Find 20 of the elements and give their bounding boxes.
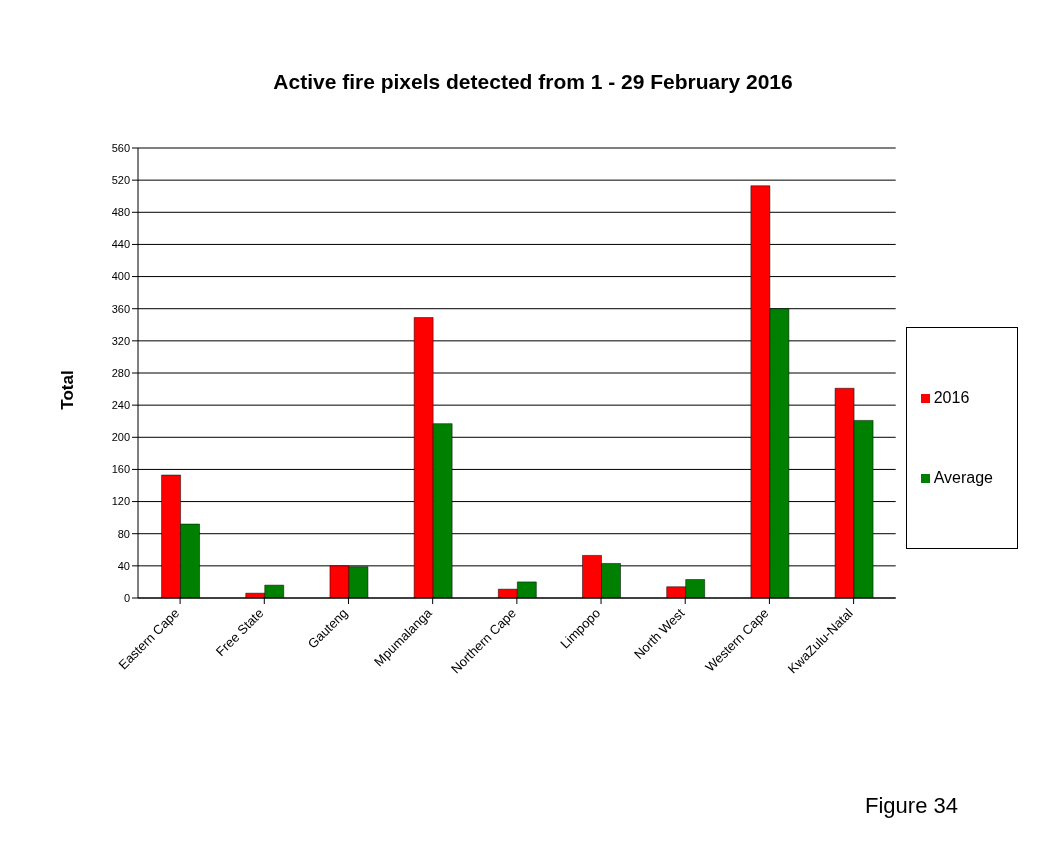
- y-tick-label: 40: [117, 559, 130, 572]
- y-tick-label: 200: [111, 431, 130, 444]
- chart-title: Active fire pixels detected from 1 - 29 February 2016: [272, 70, 794, 94]
- y-tick-label: 120: [111, 495, 130, 508]
- legend-label: 2016: [933, 389, 970, 406]
- y-tick-label: 520: [111, 174, 130, 187]
- caption: Figure 34: [865, 793, 958, 819]
- y-tick-label: 480: [111, 206, 130, 219]
- y-tick-label: 560: [111, 141, 130, 154]
- y-tick-label: 160: [111, 463, 130, 476]
- y-tick-label: 440: [111, 238, 130, 251]
- y-tick-label: 280: [111, 366, 130, 379]
- y-tick-label: 400: [111, 270, 130, 283]
- legend-label: Average: [933, 469, 993, 486]
- y-tick-label: 80: [117, 527, 130, 540]
- y-axis-title: Total: [58, 369, 78, 412]
- y-tick-label: 320: [111, 334, 130, 347]
- y-tick-label: 240: [111, 399, 130, 412]
- y-tick-label: 360: [111, 302, 130, 315]
- y-tick-label: 0: [123, 591, 130, 604]
